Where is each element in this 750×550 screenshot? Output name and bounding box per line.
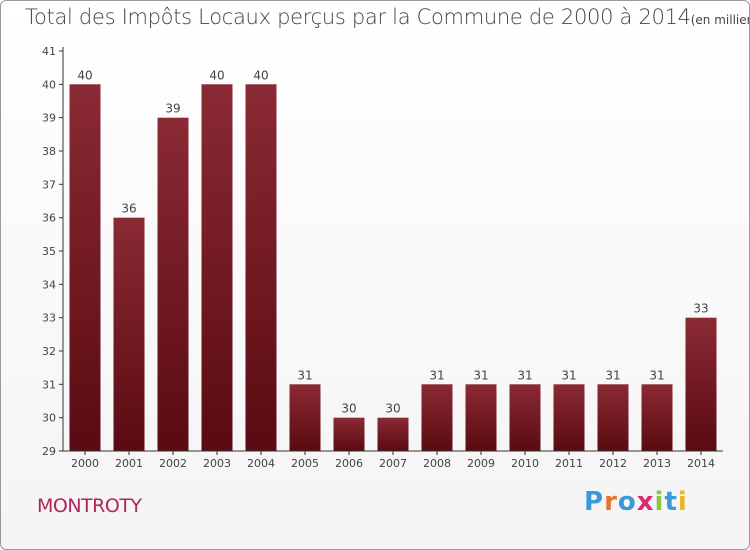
logo-letter: r [604,487,618,517]
y-label-33: 33 [42,312,56,325]
logo-letter: x [636,487,655,517]
x-label-2012: 2012 [599,457,627,470]
axes-group [59,47,723,455]
y-label-35: 35 [42,245,56,258]
y-label-32: 32 [42,345,56,358]
y-label-29: 29 [42,445,56,458]
bar-2004 [245,84,277,452]
bar-2013 [641,384,673,451]
data-label-2009: 31 [473,368,488,382]
data-label-2006: 30 [341,402,356,416]
x-label-2005: 2005 [291,457,319,470]
x-label-2008: 2008 [423,457,451,470]
bar-2001 [113,217,145,451]
x-label-2011: 2011 [555,457,583,470]
data-label-2014: 33 [693,302,708,316]
data-label-2005: 31 [297,368,312,382]
x-label-2013: 2013 [643,457,671,470]
y-label-41: 41 [42,45,56,58]
x-label-2002: 2002 [159,457,187,470]
y-label-37: 37 [42,178,56,191]
logo-letter: i [677,487,688,517]
logo-letter: P [584,487,605,517]
data-label-2011: 31 [561,368,576,382]
y-label-38: 38 [42,145,56,158]
chart-subtitle: (en milliers d'€) [690,13,749,27]
y-label-31: 31 [42,378,56,391]
bar-2007 [377,417,409,451]
bar-2011 [553,384,585,451]
bar-2005 [289,384,321,451]
y-label-36: 36 [42,212,56,225]
x-label-2010: 2010 [511,457,539,470]
y-label-30: 30 [42,412,56,425]
data-label-2000: 40 [77,68,92,82]
x-label-2004: 2004 [247,457,275,470]
x-label-2007: 2007 [379,457,407,470]
x-label-2014: 2014 [687,457,715,470]
y-label-40: 40 [42,78,56,91]
x-label-2006: 2006 [335,457,363,470]
logo-letter: o [617,487,637,517]
data-label-2002: 39 [165,102,180,116]
bar-2009 [465,384,497,451]
y-label-39: 39 [42,112,56,125]
data-label-2001: 36 [121,202,136,216]
data-label-2008: 31 [429,368,444,382]
bar-2008 [421,384,453,451]
data-label-2003: 40 [209,68,224,82]
data-label-2012: 31 [605,368,620,382]
title-block: Total des Impôts Locaux perçus par la Co… [25,5,749,29]
labels-group: 40 2000 36 2001 39 2002 40 2003 40 2004 31 2005 30 20… [42,45,715,470]
y-label-34: 34 [42,278,56,291]
proxiti-logo: Proxiti [584,487,688,517]
bar-2006 [333,417,365,451]
data-label-2013: 31 [649,368,664,382]
commune-name: MONTROTY [37,495,142,517]
chart-title: Total des Impôts Locaux perçus par la Co… [25,5,691,29]
bar-2012 [597,384,629,451]
x-label-2000: 2000 [71,457,99,470]
bar-2010 [509,384,541,451]
data-label-2010: 31 [517,368,532,382]
bar-2002 [157,117,189,451]
bar-2014 [685,317,717,451]
data-label-2007: 30 [385,402,400,416]
bar-2000 [69,84,101,452]
x-label-2003: 2003 [203,457,231,470]
data-label-2004: 40 [253,68,268,82]
logo-letter: i [654,487,665,517]
x-label-2001: 2001 [115,457,143,470]
x-label-2009: 2009 [467,457,495,470]
bar-2003 [201,84,233,452]
logo-letter: t [664,487,678,517]
bars-group [69,84,717,452]
